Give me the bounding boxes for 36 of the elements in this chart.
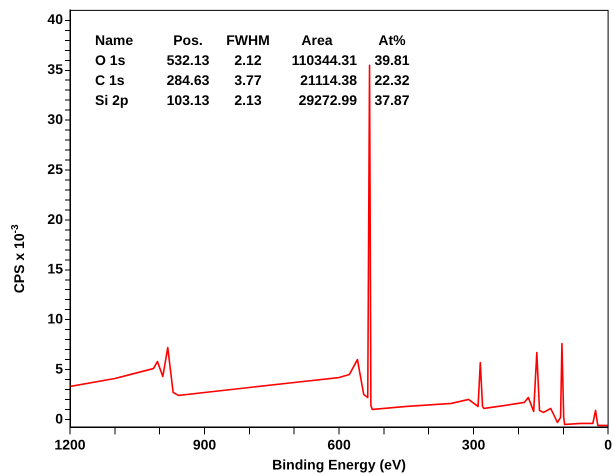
y-axis-title: CPS x 10-3 [10,224,27,294]
annotation: Pos. [172,31,204,50]
y-tick-label: 30 [47,110,64,127]
x-tick-label: 600 [327,436,351,453]
annotation: 22.32 [373,71,411,90]
x-tick-label: 300 [462,436,486,453]
annotation: Si 2p [95,91,130,110]
y-tick-label: 15 [47,260,64,277]
annotation: 103.13 [166,91,210,110]
annotation: 3.77 [233,71,263,90]
y-tick-label: 25 [47,160,64,177]
y-tick-label: 35 [47,61,64,78]
y-tick-label: 40 [47,11,64,28]
y-tick-label: 20 [47,210,64,227]
annotation: 29272.99 [298,91,357,110]
annotation: C 1s [95,71,126,90]
annotation: 39.81 [373,51,411,70]
annotation: 110344.31 [290,51,357,70]
annotation: At% [377,31,407,50]
annotation: 532.13 [166,51,210,70]
x-tick-label: 0 [604,436,612,453]
annotation: 2.12 [233,51,263,70]
annotation: Area [300,31,334,50]
annotation: Name [95,31,134,50]
annotation: FWHM [225,31,271,50]
x-tick-label: 1200 [54,436,86,453]
x-axis-title: Binding Energy (eV) [272,456,406,472]
annotation: 37.87 [373,91,411,110]
annotation: 21114.38 [299,71,357,90]
y-tick-label: 0 [55,410,64,426]
annotation: 2.13 [233,91,263,110]
annotation: O 1s [95,51,126,70]
x-tick-label: 900 [192,436,216,453]
y-tick-label: 5 [55,360,64,376]
annotation: 284.63 [166,71,210,90]
y-tick-label: 10 [47,310,64,327]
